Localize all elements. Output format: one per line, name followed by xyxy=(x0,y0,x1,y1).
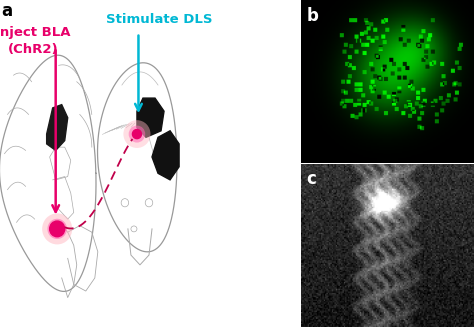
Ellipse shape xyxy=(123,120,151,148)
Polygon shape xyxy=(152,131,179,180)
Ellipse shape xyxy=(128,126,145,143)
Polygon shape xyxy=(137,98,164,137)
Ellipse shape xyxy=(50,221,65,237)
Text: c: c xyxy=(306,170,316,188)
Text: a: a xyxy=(1,2,13,20)
Ellipse shape xyxy=(42,214,72,245)
Ellipse shape xyxy=(132,129,141,139)
Ellipse shape xyxy=(47,219,67,239)
Text: Inject BLA: Inject BLA xyxy=(0,26,71,39)
Text: b: b xyxy=(306,7,318,25)
Text: Stimulate DLS: Stimulate DLS xyxy=(106,13,213,26)
Polygon shape xyxy=(46,105,68,150)
Text: (ChR2): (ChR2) xyxy=(8,43,58,56)
